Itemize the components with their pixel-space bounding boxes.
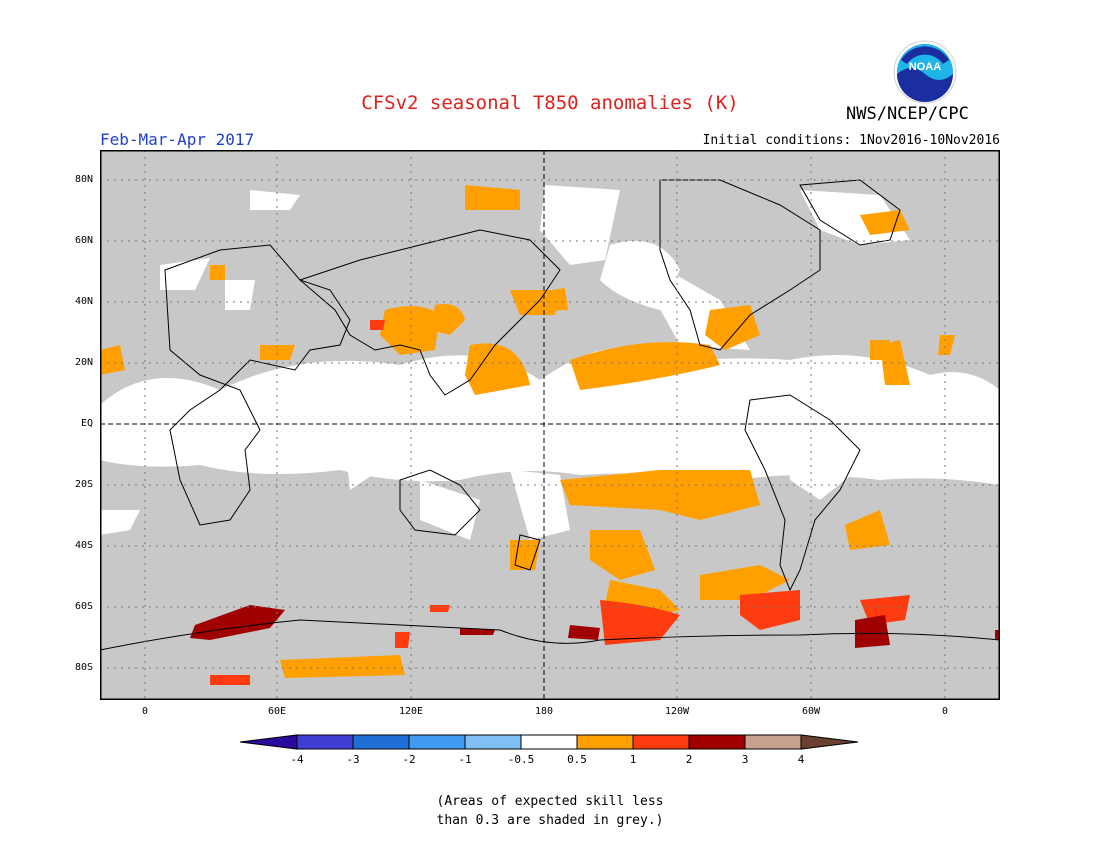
legend-label: 0.5 [567, 753, 587, 766]
lat-label: 20S [74, 479, 93, 490]
color-legend [240, 734, 859, 750]
agency-label: NWS/NCEP/CPC [846, 104, 969, 124]
footnote-line: (Areas of expected skill less [436, 794, 664, 809]
skill-footnote: (Areas of expected skill less than 0.3 a… [0, 792, 1100, 830]
lat-label: 60N [74, 235, 93, 246]
lat-label: 40S [74, 540, 93, 551]
lon-label: 0 [141, 706, 149, 717]
anomaly-0.5-1 [100, 185, 955, 678]
graticule [100, 150, 1000, 700]
lat-label: 80S [74, 662, 93, 673]
lat-label: 40N [74, 296, 93, 307]
footnote-line: than 0.3 are shaded in grey.) [436, 813, 664, 828]
legend-label: 1 [629, 753, 637, 766]
lon-label: 120E [398, 706, 424, 717]
lat-label: EQ [80, 418, 93, 429]
lat-label: 80N [74, 174, 93, 185]
lat-label: 20N [74, 357, 93, 368]
legend-label: -0.5 [507, 753, 535, 766]
lon-label: 180 [534, 706, 554, 717]
legend-label: 3 [741, 753, 749, 766]
legend-label: -3 [346, 753, 360, 766]
lon-label: 0 [941, 706, 949, 717]
anomaly-map [100, 150, 1000, 700]
lat-label: 60S [74, 601, 93, 612]
logo-text: NOAA [909, 61, 941, 73]
legend-label: -2 [402, 753, 416, 766]
equator-dateline [100, 150, 1000, 700]
legend-label: -1 [458, 753, 472, 766]
lon-label: 120W [664, 706, 690, 717]
initial-conditions: Initial conditions: 1Nov2016-10Nov2016 [702, 133, 1000, 148]
map-frame [100, 150, 1000, 700]
chart-title: CFSv2 seasonal T850 anomalies (K) [361, 92, 739, 114]
coastlines [100, 179, 1000, 651]
anomaly-2-3 [190, 605, 1000, 648]
noaa-logo-icon: NOAA [893, 40, 957, 104]
legend-label: 4 [797, 753, 805, 766]
legend-label: 2 [685, 753, 693, 766]
lon-label: 60W [801, 706, 821, 717]
lon-label: 60E [267, 706, 287, 717]
legend-label: -4 [290, 753, 304, 766]
forecast-period: Feb-Mar-Apr 2017 [100, 130, 255, 149]
